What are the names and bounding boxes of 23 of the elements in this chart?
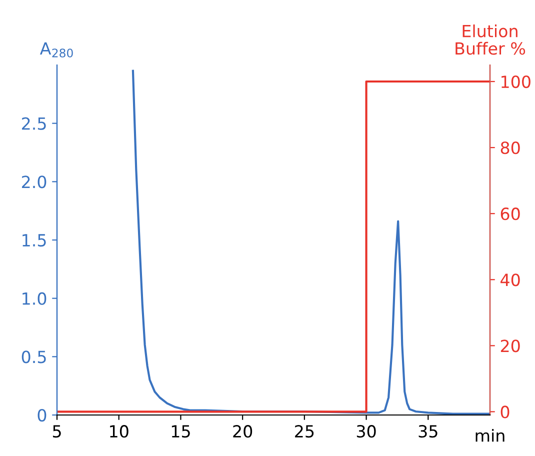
y-tick-label: 0 <box>38 408 46 422</box>
x-axis-title: min <box>476 429 504 442</box>
y-tick-label: 2.5 <box>22 117 46 130</box>
x-tick-label: 10 <box>110 425 128 438</box>
x-tick-label: 20 <box>233 425 252 438</box>
y-tick-label: 1.0 <box>22 292 46 305</box>
y2-axis-title: Elution Buffer % <box>456 24 526 55</box>
y2-tick-label: 100 <box>502 75 530 88</box>
y-tick-label: 2.0 <box>22 176 46 188</box>
y2-tick-label: 20 <box>500 340 520 352</box>
x-tick-label: 5 <box>52 425 61 438</box>
x-tick-label: 15 <box>172 425 190 438</box>
x-tick-label: 25 <box>295 425 314 438</box>
y2-tick-label: 60 <box>500 208 520 220</box>
y2-tick-label: 80 <box>500 142 520 154</box>
x-tick-label: 30 <box>356 425 376 438</box>
x-tick-label: 35 <box>418 425 438 438</box>
y-tick-label: 1.5 <box>22 234 46 247</box>
y2-tick-label: 0 <box>500 406 510 418</box>
y2-tick-label: 40 <box>500 274 520 286</box>
y-tick-label: 0.5 <box>22 350 46 364</box>
line-series <box>132 70 490 415</box>
y-axis-title: A$_{280}$ <box>40 42 73 58</box>
